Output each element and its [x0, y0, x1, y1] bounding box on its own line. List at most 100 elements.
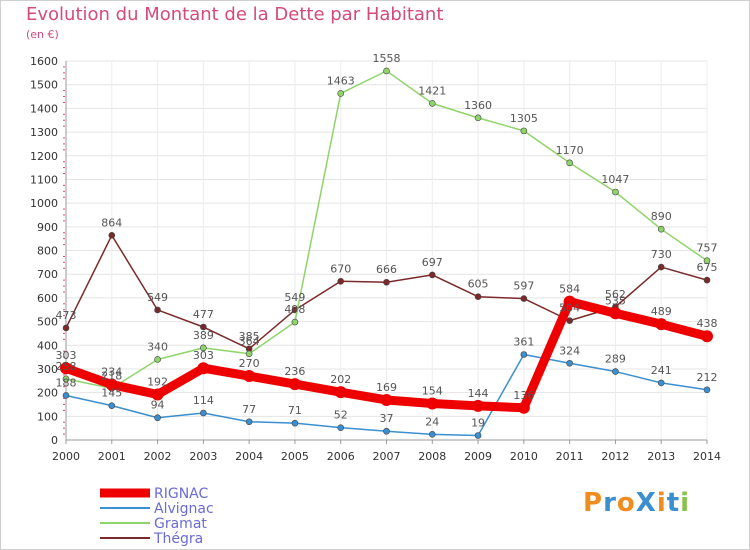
- data-label-thegra: 666: [376, 263, 397, 276]
- point-alvignac: [383, 427, 390, 435]
- data-label-gramat: 364: [239, 335, 260, 348]
- point-alvignac: [612, 368, 619, 375]
- x-tick-label: 2005: [281, 450, 309, 463]
- logo-letter: r: [603, 488, 617, 518]
- point-rignac: [60, 362, 72, 375]
- data-label-thegra: 597: [513, 280, 534, 293]
- point-alvignac: [154, 414, 161, 422]
- point-gramat: [657, 225, 665, 233]
- data-label-gramat: 1170: [556, 144, 584, 157]
- data-label-thegra: 675: [697, 261, 718, 274]
- data-label-alvignac: 94: [151, 399, 165, 412]
- data-label-thegra: 864: [101, 216, 122, 229]
- legend-label-thegra: Thégra: [153, 531, 203, 547]
- y-tick-label: 300: [37, 363, 58, 376]
- data-label-alvignac: 289: [605, 353, 626, 366]
- point-thegra: [154, 306, 161, 314]
- series-group: [60, 67, 713, 439]
- y-tick-label: 0: [51, 434, 58, 447]
- point-gramat: [428, 100, 436, 107]
- point-thegra: [703, 276, 711, 284]
- point-alvignac: [428, 431, 436, 438]
- data-label-thegra: 477: [193, 308, 214, 321]
- data-label-gramat: 890: [651, 210, 672, 223]
- data-label-thegra: 697: [422, 256, 443, 269]
- x-tick-label: 2014: [693, 450, 721, 463]
- data-label-alvignac: 19: [471, 416, 485, 429]
- data-label-rignac: 303: [56, 349, 77, 362]
- data-labels: 473 864 549 477 385 549 670 666 697 605 597 504 562 7…: [56, 52, 718, 430]
- x-tick-label: 2008: [418, 450, 446, 463]
- point-thegra: [566, 317, 573, 324]
- point-rignac: [609, 307, 622, 320]
- point-thegra: [474, 293, 482, 300]
- logo-letter: P: [583, 488, 604, 518]
- data-label-alvignac: 37: [380, 412, 394, 425]
- y-axis: 0 100 200 300 400 500 600 700 800 900 1000 1100 1200…: [30, 55, 67, 447]
- data-label-thegra: 670: [330, 262, 351, 275]
- data-label-gramat: 340: [147, 340, 168, 353]
- data-label-gramat: 757: [697, 242, 718, 255]
- data-label-alvignac: 188: [56, 376, 77, 389]
- proxiti-logo: ProXiti: [583, 488, 690, 518]
- point-alvignac: [62, 392, 70, 399]
- point-alvignac: [703, 386, 711, 394]
- point-alvignac: [200, 409, 207, 417]
- data-label-thegra: 504: [559, 302, 580, 315]
- data-label-gramat: 258: [56, 360, 77, 373]
- point-alvignac: [474, 432, 482, 439]
- point-rignac: [655, 318, 668, 331]
- point-gramat: [566, 159, 573, 167]
- point-rignac: [105, 378, 118, 391]
- data-label-thegra: 473: [56, 309, 77, 322]
- data-label-rignac: 236: [284, 365, 305, 378]
- y-tick-label: 200: [37, 387, 58, 400]
- point-rignac: [334, 386, 347, 399]
- point-rignac: [151, 388, 164, 401]
- data-label-gramat: 498: [284, 303, 305, 316]
- data-label-gramat: 218: [101, 369, 122, 382]
- point-thegra: [520, 295, 528, 302]
- logo-letter: X: [635, 488, 657, 518]
- data-label-alvignac: 241: [651, 364, 672, 377]
- y-tick-label: 500: [37, 316, 58, 329]
- point-rignac: [288, 378, 301, 391]
- data-label-thegra: 549: [284, 291, 305, 304]
- point-rignac: [197, 362, 210, 375]
- point-rignac: [426, 397, 439, 410]
- point-gramat: [474, 114, 482, 122]
- data-label-gramat: 1421: [418, 84, 446, 97]
- data-label-alvignac: 24: [425, 415, 439, 428]
- data-label-thegra: 562: [605, 288, 626, 301]
- point-rignac: [563, 295, 576, 308]
- logo-letter: t: [666, 488, 681, 518]
- legend-label-rignac: RIGNAC: [154, 486, 209, 502]
- y-tick-label: 1500: [30, 79, 58, 92]
- logo-letter: i: [656, 488, 667, 518]
- x-tick-label: 2006: [327, 450, 355, 463]
- x-tick-label: 2011: [556, 450, 584, 463]
- data-label-gramat: 389: [193, 329, 214, 342]
- x-axis: 2000 2001 2002 2003 2004 2005 2006 2007 2008 2009…: [52, 439, 721, 463]
- legend-label-gramat: Gramat: [154, 516, 207, 532]
- logo-letter: i: [680, 488, 691, 518]
- point-gramat: [62, 375, 70, 383]
- point-gramat: [200, 344, 207, 352]
- point-rignac: [380, 393, 393, 406]
- legend-label-alvignac: Alvignac: [154, 501, 214, 517]
- data-label-thegra: 605: [468, 278, 489, 291]
- point-rignac: [472, 399, 485, 412]
- point-gramat: [337, 90, 345, 97]
- data-label-alvignac: 324: [559, 344, 580, 357]
- data-label-gramat: 1047: [601, 173, 629, 186]
- data-label-rignac: 489: [651, 305, 672, 318]
- x-tick-label: 2009: [464, 450, 492, 463]
- point-thegra: [657, 263, 665, 271]
- y-tick-label: 1400: [30, 102, 58, 115]
- data-label-rignac: 584: [559, 283, 580, 296]
- data-label-alvignac: 52: [334, 409, 348, 422]
- point-rignac: [243, 370, 256, 383]
- x-tick-label: 2013: [647, 450, 675, 463]
- x-tick-label: 2012: [601, 450, 629, 463]
